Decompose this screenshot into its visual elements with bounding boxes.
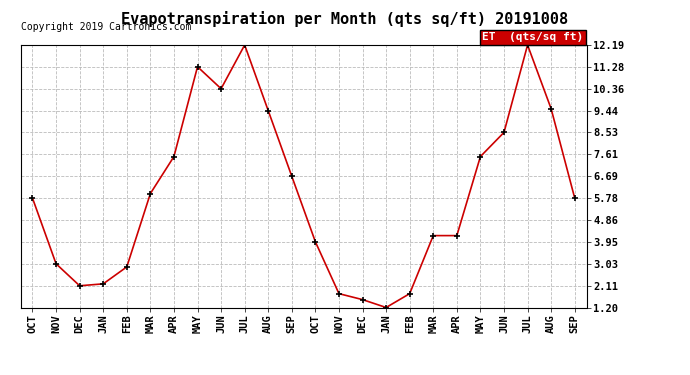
- Text: ET  (qts/sq ft): ET (qts/sq ft): [482, 32, 584, 42]
- Text: Evapotranspiration per Month (qts sq/ft) 20191008: Evapotranspiration per Month (qts sq/ft)…: [121, 11, 569, 27]
- Text: Copyright 2019 Cartronics.com: Copyright 2019 Cartronics.com: [21, 22, 191, 33]
